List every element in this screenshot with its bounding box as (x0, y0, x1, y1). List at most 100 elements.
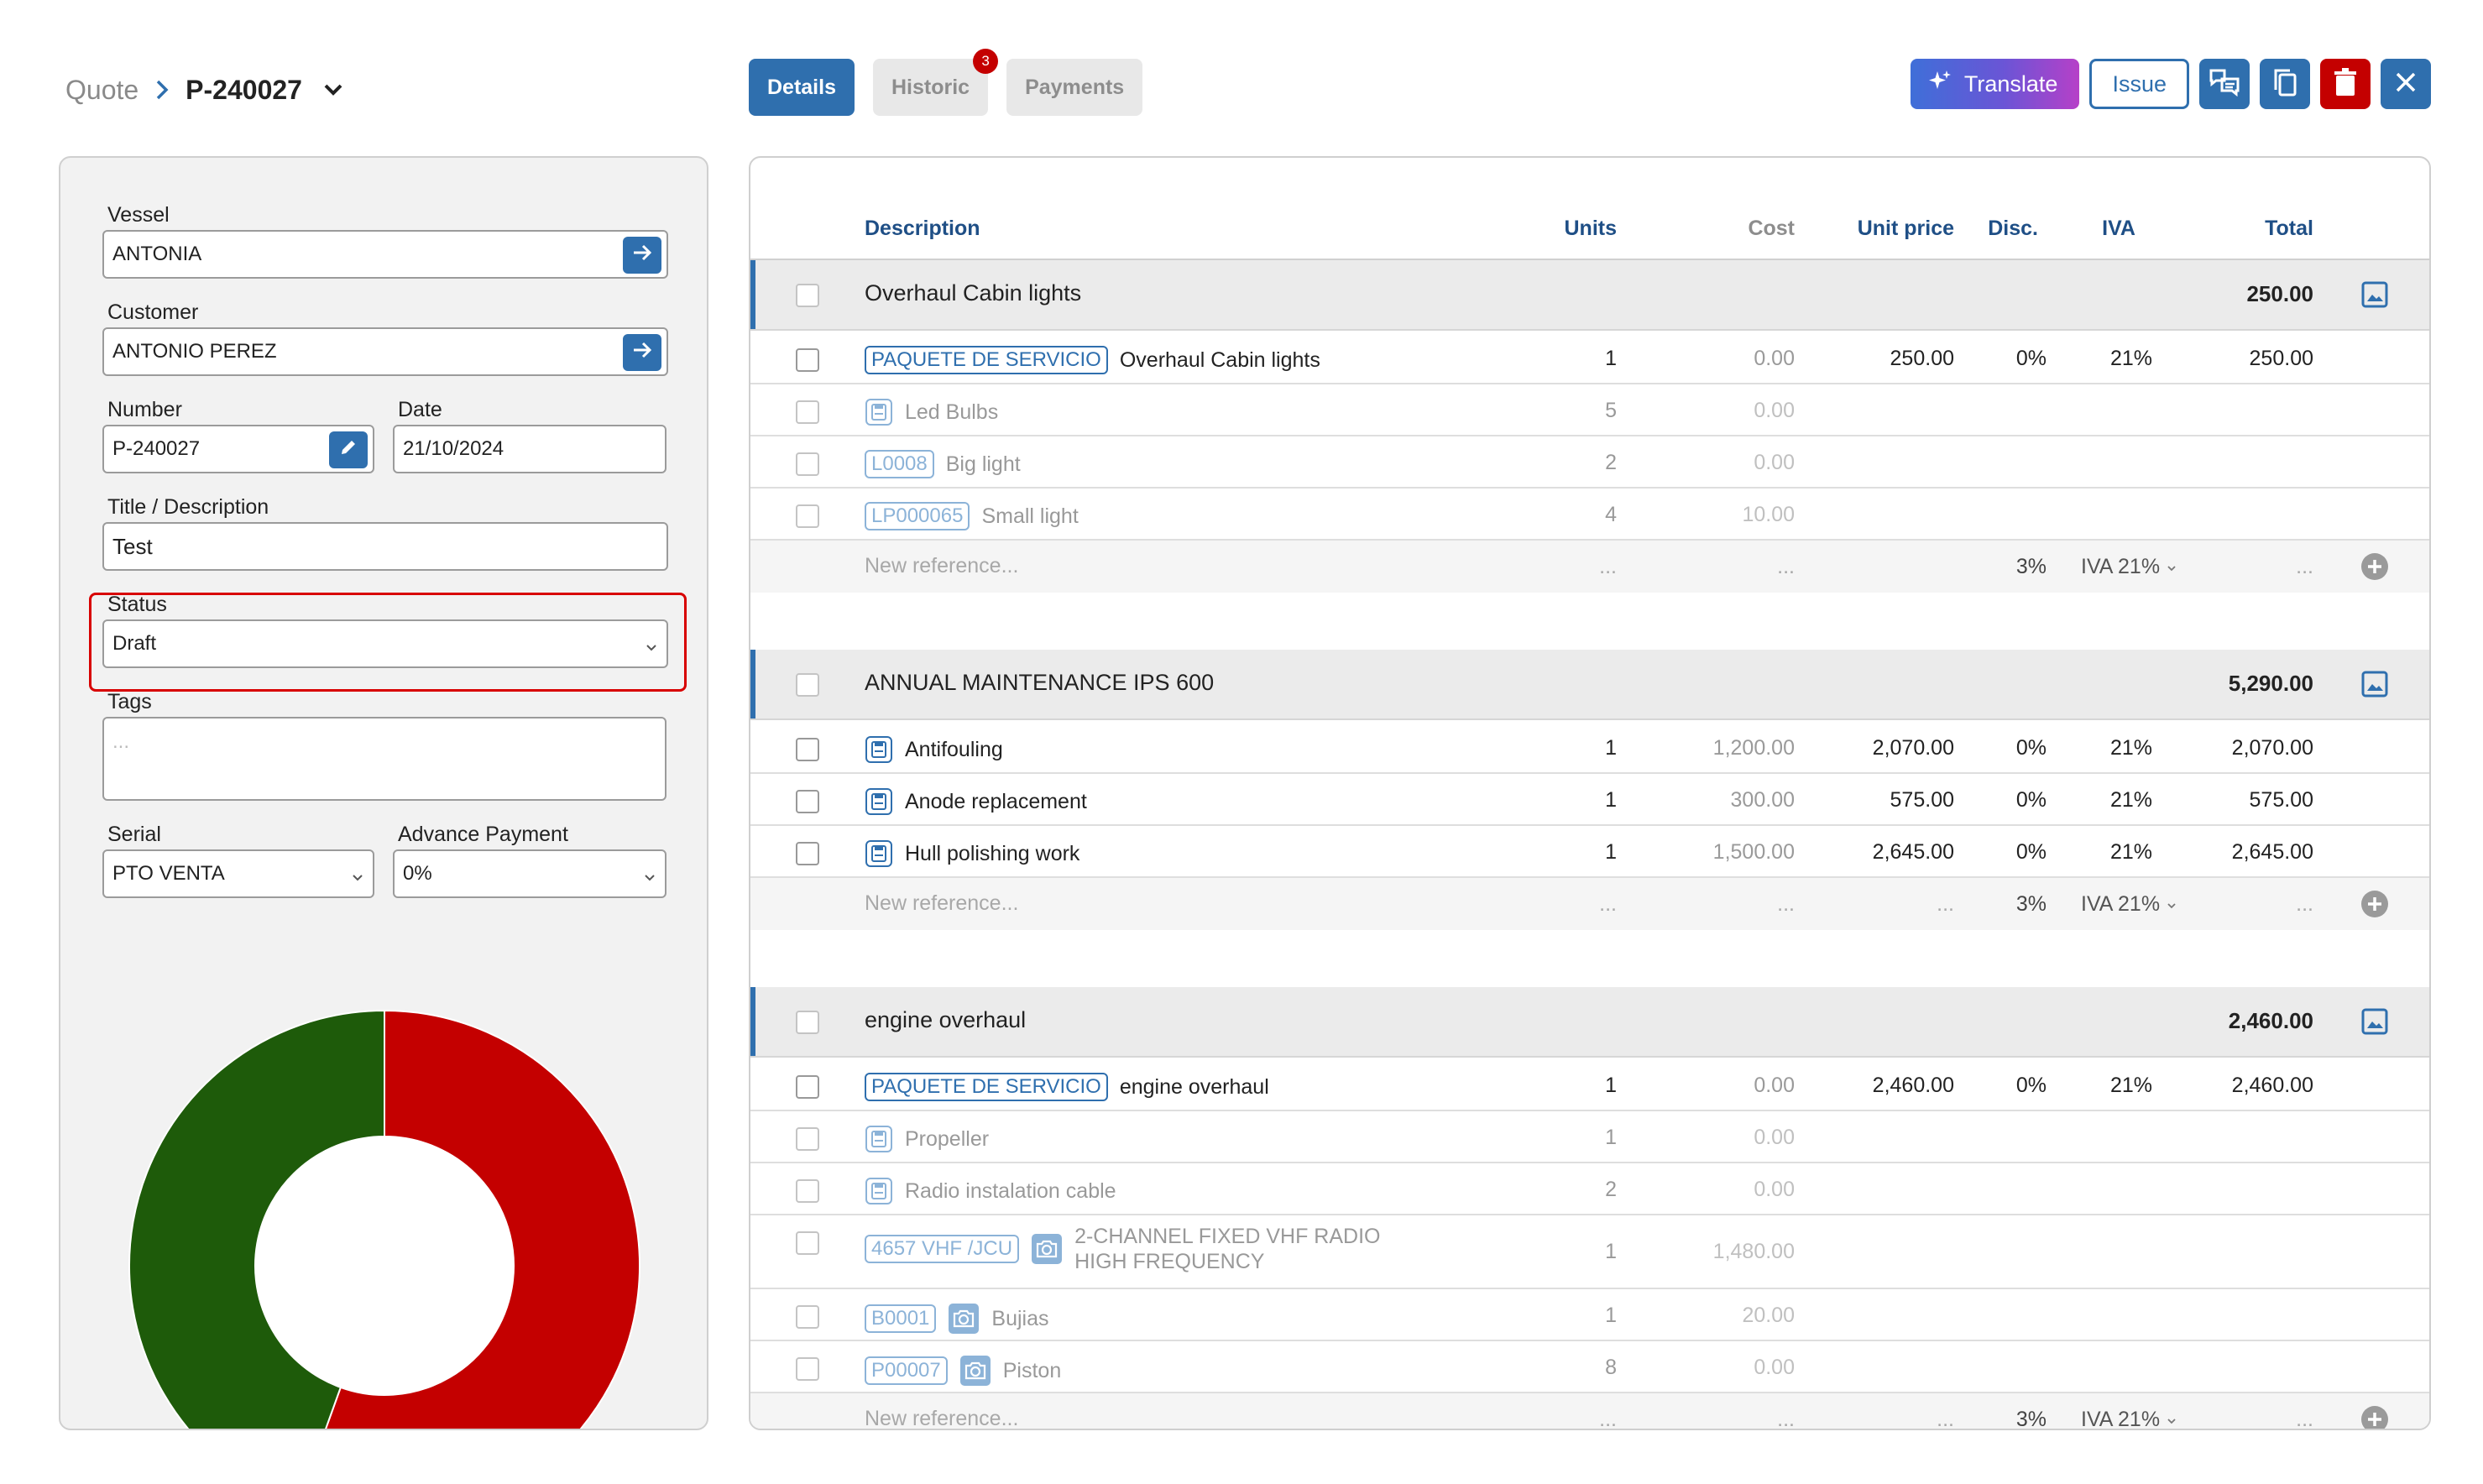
new-reference-input[interactable]: New reference... (865, 554, 1019, 577)
table-row[interactable]: Radio instalation cable 2 0.00 (750, 1163, 2429, 1215)
title-value: Test (112, 533, 153, 559)
copy-button[interactable] (2260, 59, 2310, 109)
reference-badge[interactable]: PAQUETE DE SERVICIO (865, 1073, 1108, 1101)
table-row[interactable]: Antifouling 1 1,200.00 2,070.00 0% 21% 2,070.0… (750, 722, 2429, 774)
table-row[interactable]: L0008 Big light 2 0.00 (750, 436, 2429, 489)
table-row[interactable]: Propeller 1 0.00 (750, 1111, 2429, 1163)
row-iva: 21% (2109, 347, 2152, 370)
donut-hole (255, 1137, 514, 1395)
add-row-icon[interactable] (2360, 890, 2389, 924)
image-icon[interactable] (2360, 280, 2389, 313)
table-row[interactable]: Hull polishing work 1 1,500.00 2,645.00 0% 21… (750, 826, 2429, 878)
customer-field[interactable]: ANTONIO PEREZ (102, 327, 668, 376)
row-checkbox[interactable] (796, 504, 819, 528)
table-row[interactable]: Anode replacement 1 300.00 575.00 0% 21% 575.0… (750, 774, 2429, 826)
reference-badge[interactable]: PAQUETE DE SERVICIO (865, 346, 1108, 374)
row-description-text: Piston (1002, 1358, 1062, 1382)
new-reference-input[interactable]: New reference... (865, 891, 1019, 915)
group-title[interactable]: engine overhaul (865, 1007, 1027, 1032)
row-checkbox[interactable] (796, 1179, 819, 1203)
reference-badge[interactable]: L0008 (865, 450, 934, 478)
advance-payment-select[interactable]: 0% (393, 849, 666, 898)
tags-input[interactable]: ... (102, 717, 666, 801)
row-description: 4657 VHF /JCU 2-CHANNEL FIXED VHF RADIO H… (865, 1224, 1427, 1274)
row-checkbox[interactable] (796, 1127, 819, 1151)
table-row[interactable]: 4657 VHF /JCU 2-CHANNEL FIXED VHF RADIO H… (750, 1215, 2429, 1289)
row-checkbox[interactable] (796, 790, 819, 813)
go-to-vessel-button[interactable] (623, 237, 661, 274)
advance-payment-label: Advance Payment (398, 823, 568, 846)
row-checkbox[interactable] (796, 1357, 819, 1381)
header-cost[interactable]: Cost (1748, 217, 1795, 240)
reference-badge[interactable]: 4657 VHF /JCU (865, 1235, 1020, 1263)
new-iva-select[interactable]: IVA 21% (2081, 1408, 2177, 1429)
row-checkbox[interactable] (796, 842, 819, 865)
add-row-icon[interactable] (2360, 1405, 2389, 1429)
image-icon[interactable] (2360, 670, 2389, 703)
header-description[interactable]: Description (865, 217, 980, 240)
group-checkbox[interactable] (796, 673, 819, 697)
group-title[interactable]: Overhaul Cabin lights (865, 280, 1082, 306)
camera-icon[interactable] (1031, 1233, 1063, 1265)
breadcrumb-root[interactable]: Quote (65, 74, 139, 105)
new-iva-select[interactable]: IVA 21% (2081, 892, 2177, 917)
date-field[interactable]: 21/10/2024 (393, 425, 666, 473)
chevron-down-icon[interactable] (322, 81, 344, 98)
new-reference-row[interactable]: New reference............ 3% IVA 21% ... (750, 1393, 2429, 1430)
new-iva-select[interactable]: IVA 21% (2081, 555, 2177, 579)
header-units[interactable]: Units (1564, 217, 1618, 240)
close-button[interactable] (2381, 59, 2431, 109)
status-select[interactable]: Draft (102, 619, 668, 668)
table-row[interactable]: P00007 Piston 8 0.00 (750, 1341, 2429, 1393)
row-checkbox[interactable] (796, 1305, 819, 1329)
row-checkbox[interactable] (796, 1231, 819, 1255)
new-reference-row[interactable]: New reference............ 3% IVA 21% ... (750, 878, 2429, 930)
header-unit-price[interactable]: Unit price (1857, 217, 1954, 240)
header-iva[interactable]: IVA (2102, 217, 2135, 240)
camera-icon[interactable] (948, 1303, 980, 1335)
reference-badge[interactable]: P00007 (865, 1356, 948, 1385)
edit-number-button[interactable] (329, 431, 368, 468)
image-icon[interactable] (2360, 1007, 2389, 1040)
table-row[interactable]: B0001 Bujias 1 20.00 (750, 1289, 2429, 1341)
add-row-icon[interactable] (2360, 552, 2389, 587)
row-checkbox[interactable] (796, 1075, 819, 1099)
group-accent-bar (750, 987, 755, 1056)
save-icon (865, 787, 893, 816)
delete-button[interactable] (2320, 59, 2371, 109)
tab-historic[interactable]: Historic 3 (872, 49, 999, 116)
group-checkbox[interactable] (796, 284, 819, 307)
row-checkbox[interactable] (796, 738, 819, 761)
header-disc[interactable]: Disc. (1988, 217, 2038, 240)
issue-button[interactable]: Issue (2089, 59, 2189, 109)
new-cost-placeholder: ... (1777, 892, 1795, 916)
camera-icon[interactable] (959, 1355, 991, 1387)
vessel-field[interactable]: ANTONIA (102, 230, 668, 279)
tab-payments[interactable]: Payments (1006, 59, 1143, 116)
row-checkbox[interactable] (796, 348, 819, 372)
group-checkbox[interactable] (796, 1011, 819, 1034)
tab-label: Historic (891, 75, 970, 99)
group-title[interactable]: ANNUAL MAINTENANCE IPS 600 (865, 670, 1215, 695)
new-units-placeholder: ... (1599, 1408, 1617, 1430)
serial-select[interactable]: PTO VENTA (102, 849, 374, 898)
table-row[interactable]: PAQUETE DE SERVICIO Overhaul Cabin lights… (750, 332, 2429, 384)
reference-badge[interactable]: B0001 (865, 1304, 937, 1333)
tab-details[interactable]: Details (749, 59, 855, 116)
new-reference-row[interactable]: New reference......... 3% IVA 21% ... (750, 541, 2429, 593)
row-checkbox[interactable] (796, 452, 819, 476)
title-field[interactable]: Test (102, 522, 668, 571)
header-total[interactable]: Total (2265, 217, 2313, 240)
table-row[interactable]: Led Bulbs 5 0.00 (750, 384, 2429, 436)
translate-button[interactable]: Translate (1910, 59, 2080, 109)
go-to-customer-button[interactable] (623, 334, 661, 371)
row-cost: 0.00 (1754, 1178, 1795, 1201)
number-field[interactable]: P-240027 (102, 425, 374, 473)
table-row[interactable]: LP000065 Small light 4 10.00 (750, 489, 2429, 541)
reference-badge[interactable]: LP000065 (865, 502, 970, 530)
table-row[interactable]: PAQUETE DE SERVICIO engine overhaul 1 0.00 2… (750, 1059, 2429, 1111)
chat-button[interactable] (2199, 59, 2250, 109)
group-total: 2,460.00 (2228, 1008, 2313, 1033)
new-reference-input[interactable]: New reference... (865, 1407, 1019, 1430)
row-checkbox[interactable] (796, 400, 819, 424)
